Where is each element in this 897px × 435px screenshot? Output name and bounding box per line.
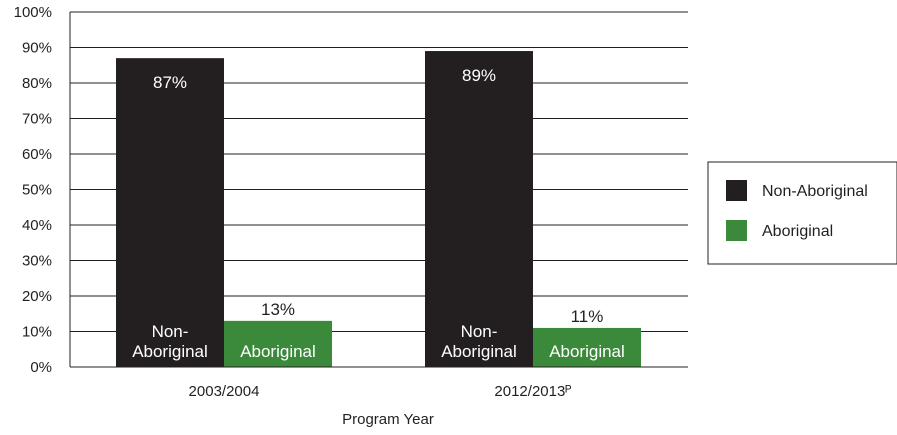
data-label: 89% — [462, 66, 496, 85]
y-tick-label: 40% — [22, 217, 52, 234]
bar-series-label: Non- — [461, 322, 498, 341]
legend-label: Aboriginal — [762, 223, 833, 240]
x-tick-label: 2003/2004 — [189, 383, 260, 400]
y-tick-label: 20% — [22, 288, 52, 305]
y-tick-label: 80% — [22, 75, 52, 92]
y-tick-label: 70% — [22, 111, 52, 128]
x-tick-label: 2012/2013ᴾ — [494, 383, 571, 400]
legend-swatch — [726, 180, 747, 201]
y-tick-label: 0% — [30, 359, 52, 376]
legend-swatch — [726, 220, 747, 241]
bar-non-aboriginal-1 — [116, 58, 224, 368]
data-label: 11% — [571, 307, 604, 326]
y-tick-label: 60% — [22, 146, 52, 163]
legend: Non-Aboriginal Aboriginal — [707, 161, 897, 265]
bar-series-label: Aboriginal — [240, 342, 316, 361]
y-tick-label: 100% — [14, 4, 52, 21]
bar-series-label: Aboriginal — [132, 342, 208, 361]
bar-aboriginal-1 — [224, 320, 332, 367]
bar-aboriginal-2 — [533, 327, 641, 367]
data-label: 13% — [261, 300, 295, 319]
bar-series-label: Aboriginal — [549, 342, 625, 361]
bars — [116, 51, 641, 368]
y-tick-label: 90% — [22, 40, 52, 57]
bar-labels: 87%Non-Aboriginal13%Aboriginal89%Non-Abo… — [132, 66, 625, 361]
bar-series-label: Aboriginal — [441, 342, 517, 361]
y-tick-label: 30% — [22, 253, 52, 270]
bar-series-label: Non- — [152, 322, 189, 341]
legend-box — [707, 161, 897, 265]
data-label: 87% — [153, 73, 187, 92]
x-axis-title: Program Year — [342, 411, 434, 428]
y-axis-tick-labels: 0% 10% 20% 30% 40% 50% 60% 70% 80% 90% 100% — [14, 4, 52, 376]
bar-non-aboriginal-2 — [425, 51, 533, 368]
y-tick-label: 50% — [22, 182, 52, 199]
legend-label: Non-Aboriginal — [762, 183, 868, 200]
x-axis-tick-labels: 2003/2004 2012/2013ᴾ — [189, 383, 572, 400]
y-tick-label: 10% — [22, 324, 52, 341]
